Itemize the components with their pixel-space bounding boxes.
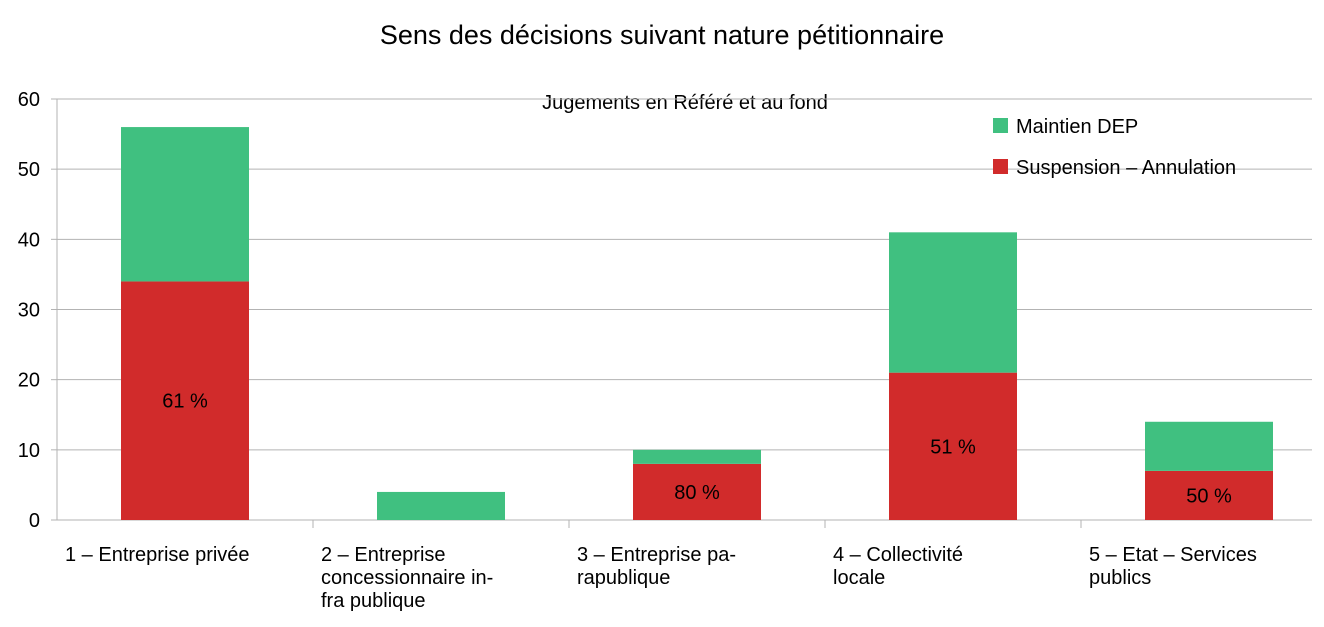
y-tick-label: 50 (18, 159, 40, 181)
x-tick-label: 4 – Collectivité locale (833, 544, 963, 589)
data-label: 80 % (674, 482, 720, 504)
bar-segment (1145, 470, 1273, 520)
x-tick-label: 1 – Entreprise privée (65, 544, 250, 566)
bar-segment (889, 232, 1017, 373)
x-tick-label: 5 – Etat – Services publics (1089, 544, 1257, 589)
chart-title: Sens des décisions suivant nature pétiti… (380, 20, 944, 50)
bar-segment (1145, 421, 1273, 471)
y-tick-label: 30 (18, 300, 40, 322)
bar-segment (889, 372, 1017, 520)
y-tick-label: 60 (18, 89, 40, 111)
legend-swatch (993, 118, 1008, 133)
legend-swatch (993, 159, 1008, 174)
bar-segment (633, 463, 761, 520)
data-label: 50 % (1186, 485, 1232, 507)
x-tick-label: 3 – Entreprise pa-rapublique (577, 544, 736, 589)
y-tick-label: 10 (18, 440, 40, 462)
y-tick-label: 0 (29, 510, 40, 532)
bar-segment (121, 127, 249, 282)
data-label: 51 % (930, 436, 976, 458)
y-tick-label: 20 (18, 370, 40, 392)
chart-subtitle: Jugements en Référé et au fond (542, 92, 828, 114)
bar-segment (377, 491, 505, 520)
bar-segment (633, 449, 761, 464)
bar-segment (121, 281, 249, 520)
y-tick-label: 40 (18, 229, 40, 251)
legend-label: Maintien DEP (1016, 116, 1138, 138)
data-label: 61 % (162, 391, 208, 413)
x-tick-label: 2 – Entreprise concessionnaire in-fra pub… (321, 544, 493, 612)
legend-label: Suspension – Annulation (1016, 157, 1236, 179)
